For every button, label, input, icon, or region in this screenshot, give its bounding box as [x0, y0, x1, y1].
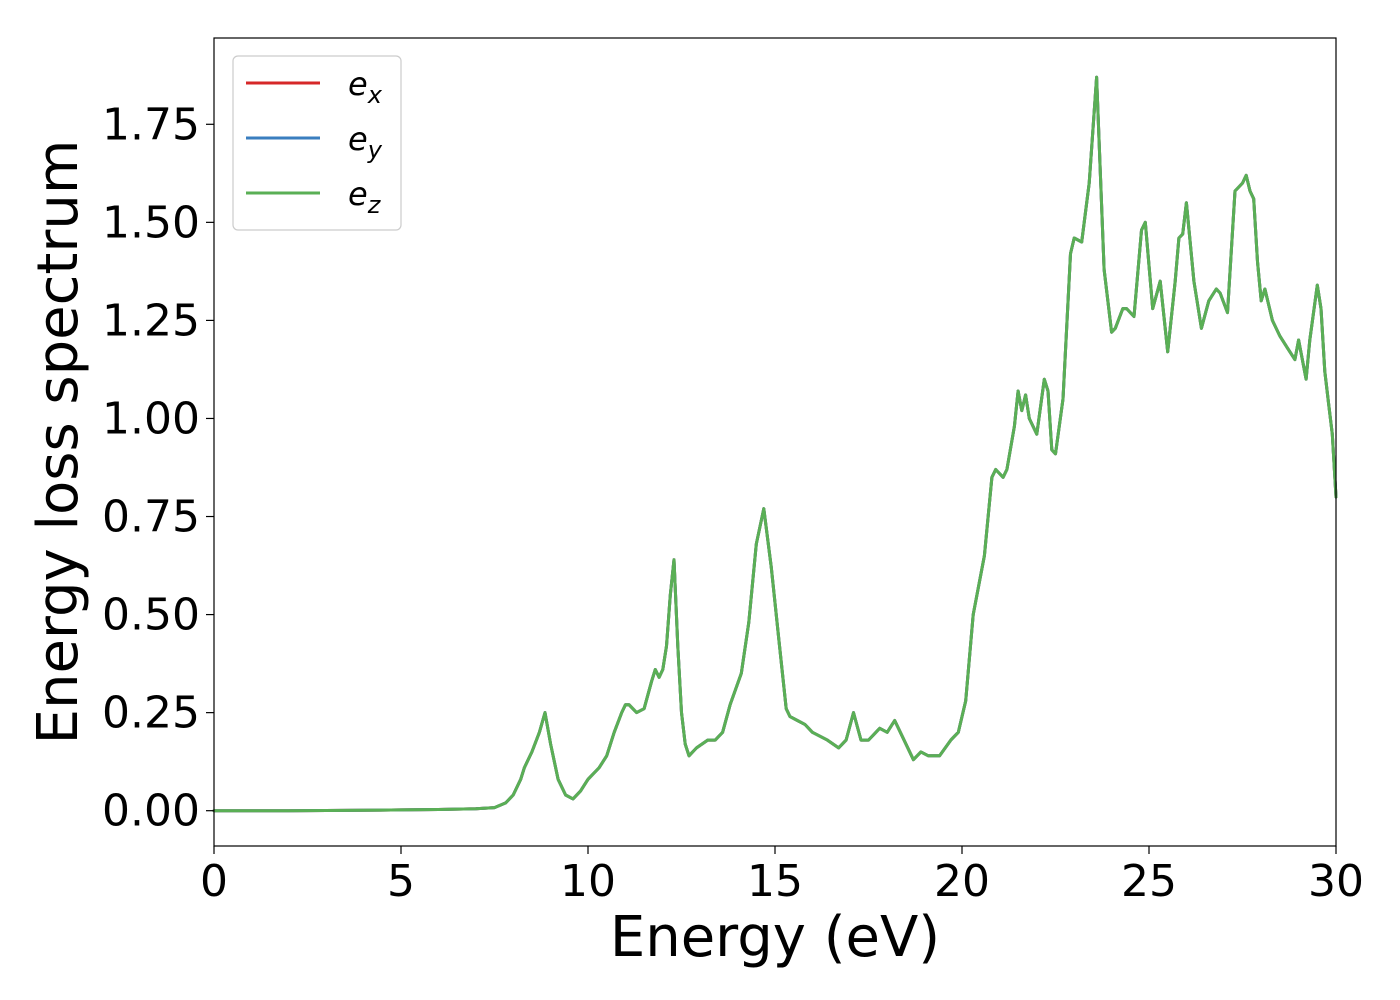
x-tick-label: 15 — [747, 856, 803, 907]
y-tick-label: 0.00 — [102, 786, 200, 837]
legend-entries: ex ey ez — [246, 65, 383, 219]
y-axis-label: Energy loss spectrum — [26, 140, 91, 745]
y-tick-label: 1.00 — [102, 393, 200, 444]
legend-label-ez: ez — [348, 175, 382, 219]
x-tick-label: 0 — [200, 856, 228, 907]
y-tick-label: 1.50 — [102, 197, 200, 248]
legend: ex ey ez — [232, 55, 402, 231]
y-tick-label: 0.75 — [102, 492, 200, 543]
legend-box — [232, 55, 402, 231]
x-tick-label: 25 — [1121, 856, 1177, 907]
x-tick-label: 20 — [934, 856, 990, 907]
y-axis-ticks: 0.00 0.25 0.50 0.75 1.00 1.25 1.50 1.75 — [102, 99, 214, 837]
y-tick-label: 0.50 — [102, 590, 200, 641]
x-axis-label: Energy (eV) — [610, 905, 940, 970]
y-tick-label: 0.25 — [102, 688, 200, 739]
legend-label-ex: ex — [348, 65, 383, 109]
series-layer — [212, 75, 1338, 813]
y-tick-label: 1.75 — [102, 99, 200, 150]
legend-label-ey: ey — [348, 120, 383, 164]
x-tick-label: 10 — [560, 856, 616, 907]
y-tick-label: 1.25 — [102, 295, 200, 346]
series-line-ez — [212, 75, 1338, 813]
x-tick-label: 5 — [387, 856, 415, 907]
x-axis-ticks: 0 5 10 15 20 25 30 — [200, 846, 1364, 907]
x-tick-label: 30 — [1308, 856, 1364, 907]
